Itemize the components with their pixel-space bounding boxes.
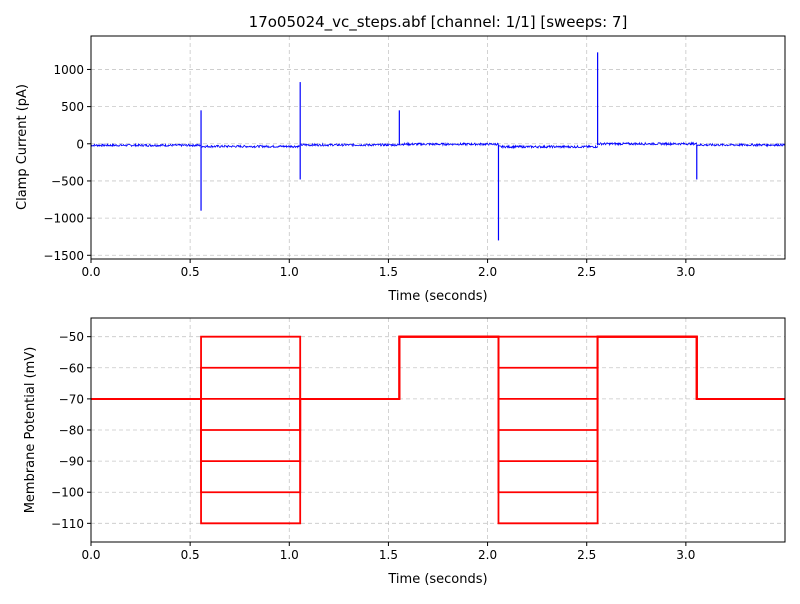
x-tick-label: 1.5: [379, 548, 398, 562]
x-tick-label: 2.0: [478, 265, 497, 279]
y-tick-label: −1500: [43, 249, 84, 263]
y-tick-label: 0: [76, 137, 84, 151]
y-tick-label: −90: [59, 455, 84, 469]
current-trace: [91, 52, 785, 241]
x-tick-label: 2.5: [577, 548, 596, 562]
top-y-axis-label: Clamp Current (pA): [15, 84, 30, 210]
x-tick-label: 0.0: [81, 548, 100, 562]
x-tick-label: 0.5: [181, 265, 200, 279]
current-segment: [399, 141, 499, 147]
y-tick-label: −500: [51, 174, 84, 188]
x-tick-label: 1.5: [379, 265, 398, 279]
bottom-y-axis-label: Membrane Potential (mV): [23, 347, 38, 514]
y-tick-label: −50: [59, 330, 84, 344]
y-tick-label: −110: [51, 517, 84, 531]
current-segment: [597, 141, 698, 147]
y-tick-label: −1000: [43, 212, 84, 226]
y-tick-label: −100: [51, 486, 84, 500]
x-tick-label: 1.0: [280, 265, 299, 279]
y-tick-label: −60: [59, 361, 84, 375]
x-tick-label: 0.5: [181, 548, 200, 562]
top-plot-frame: [90, 35, 786, 260]
bottom-x-axis-label: Time (seconds): [387, 572, 487, 587]
x-tick-label: 3.0: [676, 265, 695, 279]
y-tick-label: 500: [61, 100, 84, 114]
x-tick-label: 3.0: [676, 548, 695, 562]
y-tick-label: 1000: [53, 63, 84, 77]
x-tick-label: 2.5: [577, 265, 596, 279]
chart-title: 17o05024_vc_steps.abf [channel: 1/1] [sw…: [249, 13, 628, 32]
x-tick-label: 0.0: [81, 265, 100, 279]
voltage-sweep: [91, 335, 785, 525]
current-segment: [498, 144, 598, 150]
y-tick-label: −70: [59, 392, 84, 406]
y-tick-label: −80: [59, 424, 84, 438]
current-segment: [299, 142, 400, 148]
x-tick-label: 2.0: [478, 548, 497, 562]
voltage-traces: [91, 335, 785, 525]
top-x-axis-label: Time (seconds): [387, 289, 487, 304]
x-tick-label: 1.0: [280, 548, 299, 562]
current-segment: [200, 144, 301, 149]
current-segment: [91, 142, 202, 148]
current-segment: [696, 142, 785, 148]
